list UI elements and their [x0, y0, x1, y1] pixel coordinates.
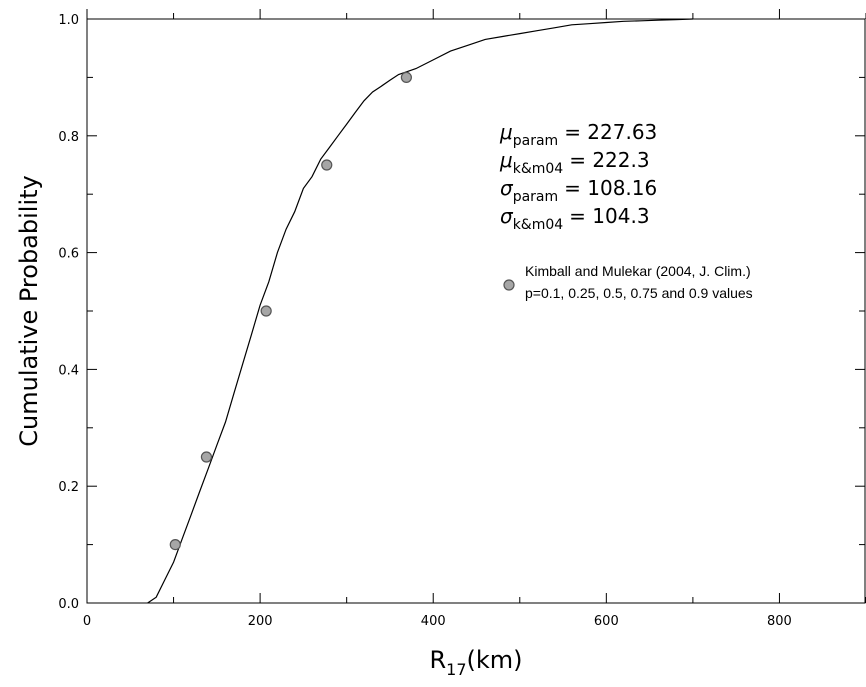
legend-line-1: Kimball and Mulekar (2004, J. Clim.)	[525, 263, 751, 279]
stat-annotation: μk&m04 = 222.3	[499, 148, 650, 177]
scatter-point	[260, 305, 272, 317]
stat-value: = 108.16	[564, 176, 657, 200]
scatter-point	[169, 538, 181, 551]
x-tick-label: 600	[594, 614, 619, 629]
y-tick-label: 1.0	[58, 13, 79, 28]
y-tick-label: 0.4	[58, 363, 79, 378]
stat-annotation: σparam = 108.16	[500, 176, 657, 205]
x-axis-label-sub: 17	[446, 660, 466, 679]
stat-subscript: param	[513, 133, 558, 149]
plot-border	[86, 18, 866, 604]
stat-subscript: param	[513, 189, 558, 205]
stat-symbol: μ	[499, 120, 513, 144]
plot-frame	[86, 18, 866, 604]
x-tick-label: 400	[421, 614, 446, 629]
stat-annotation: μparam = 227.63	[499, 120, 657, 149]
legend: Kimball and Mulekar (2004, J. Clim.) p=0…	[503, 263, 753, 301]
y-tick-label: 0.8	[58, 130, 79, 145]
y-tick-label: 0.6	[58, 247, 79, 262]
stat-symbol: μ	[499, 148, 513, 172]
legend-line-2: p=0.1, 0.25, 0.5, 0.75 and 0.9 values	[525, 285, 753, 301]
legend-marker	[503, 279, 515, 291]
scatter-point	[400, 71, 412, 84]
x-axis-ticks: 0 200 400 600 800	[83, 9, 866, 629]
stat-annotation: σk&m04 = 104.3	[500, 204, 650, 233]
scatter-point	[321, 159, 333, 171]
x-tick-label: 800	[767, 614, 792, 629]
x-axis-label-main: R	[429, 646, 446, 674]
cdf-line	[147, 18, 693, 604]
stat-value: = 104.3	[569, 204, 649, 228]
y-axis-label: Cumulative Probability	[15, 175, 43, 446]
y-tick-label: 0.2	[58, 480, 79, 495]
stat-subscript: k&m04	[513, 161, 564, 177]
stat-symbol: σ	[500, 176, 514, 200]
x-tick-label: 0	[83, 614, 91, 629]
stat-value: = 222.3	[569, 148, 649, 172]
stat-subscript: k&m04	[513, 217, 564, 233]
scatter-point	[200, 451, 213, 463]
y-axis-ticks: 0.0 0.2 0.4 0.6 0.8 1.0	[58, 13, 865, 612]
data-series	[147, 18, 693, 604]
stat-symbol: σ	[500, 204, 514, 228]
x-axis-label-rest: (km)	[467, 646, 523, 674]
x-axis-label: R17(km)	[429, 646, 522, 679]
y-tick-label: 0.0	[58, 597, 79, 612]
x-tick-label: 200	[248, 614, 273, 629]
stat-value: = 227.63	[564, 120, 657, 144]
